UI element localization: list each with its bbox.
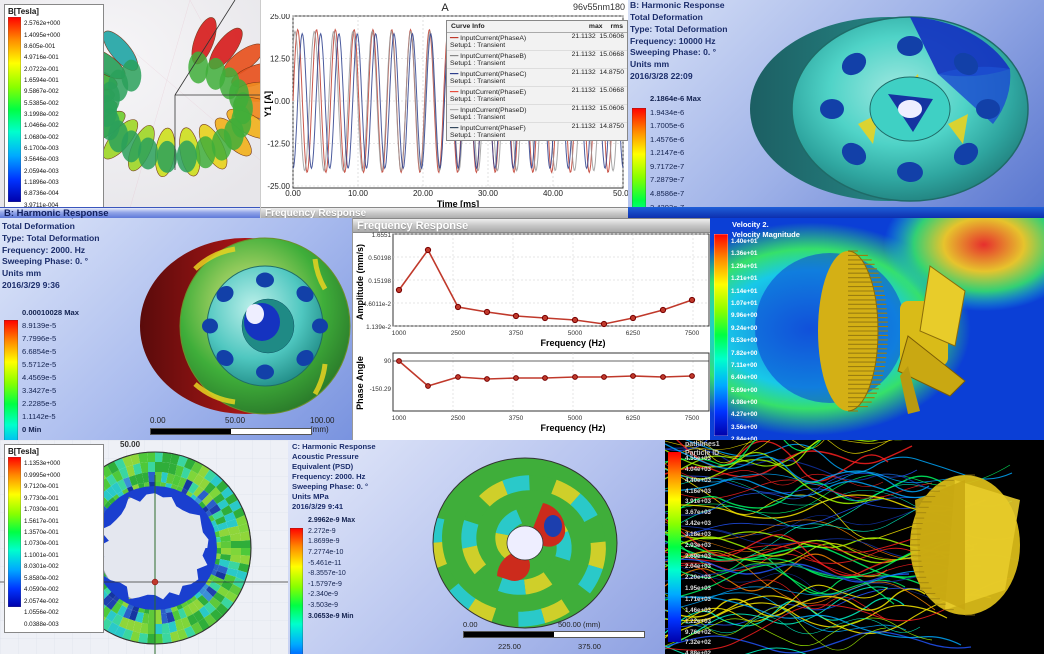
svg-text:30.00: 30.00 [478,189,499,198]
svg-text:7500: 7500 [685,415,700,422]
svg-text:6250: 6250 [626,330,641,337]
svg-text:90: 90 [384,358,392,365]
svg-text:0.00: 0.00 [274,97,290,106]
svg-text:Frequency (Hz): Frequency (Hz) [540,338,605,348]
svg-text:0.15198: 0.15198 [368,278,391,285]
svg-text:6250: 6250 [626,415,641,422]
svg-text:1.6551: 1.6551 [372,232,392,239]
svg-text:1000: 1000 [392,330,407,337]
svg-text:0.50198: 0.50198 [368,255,391,262]
svg-text:-12.50: -12.50 [267,140,290,149]
svg-text:0.00: 0.00 [285,189,301,198]
svg-text:3750: 3750 [509,330,524,337]
svg-text:7500: 7500 [685,330,700,337]
svg-text:4.6011e-2: 4.6011e-2 [363,301,391,308]
svg-text:1000: 1000 [392,415,407,422]
svg-text:20.00: 20.00 [413,189,434,198]
svg-text:40.00: 40.00 [543,189,564,198]
svg-text:2500: 2500 [451,415,466,422]
svg-text:1.139e-2: 1.139e-2 [366,324,391,331]
svg-text:5000: 5000 [568,415,583,422]
svg-text:Y1 [A]: Y1 [A] [263,91,273,117]
svg-text:Frequency (Hz): Frequency (Hz) [540,423,605,433]
svg-text:25.00: 25.00 [270,14,291,21]
svg-text:12.50: 12.50 [270,55,291,64]
svg-text:10.00: 10.00 [348,189,369,198]
svg-text:5000: 5000 [568,330,583,337]
svg-text:-150.29: -150.29 [370,386,392,393]
svg-text:3750: 3750 [509,415,524,422]
svg-text:50.00: 50.00 [613,189,629,198]
svg-text:Phase Angle: Phase Angle [355,356,365,410]
svg-text:Amplitude (mm/s): Amplitude (mm/s) [355,244,365,320]
svg-text:2500: 2500 [451,330,466,337]
